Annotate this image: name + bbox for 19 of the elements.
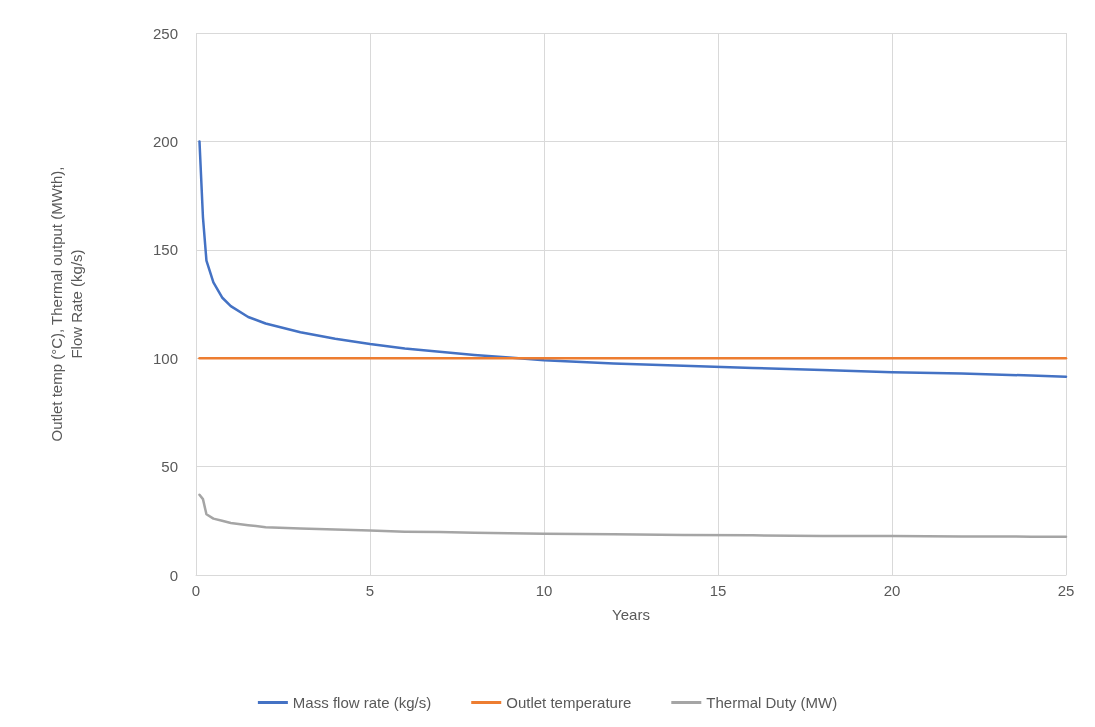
x-tick-label: 20 <box>883 582 901 599</box>
legend-label: Thermal Duty (MW) <box>706 694 838 711</box>
legend-label: Outlet temperature <box>506 694 632 711</box>
x-tick-label: 25 <box>1057 582 1075 599</box>
y-tick-label: 200 <box>152 132 178 150</box>
x-tick-label: 0 <box>191 582 201 599</box>
y-tick-label: 150 <box>152 241 178 259</box>
y-tick-label: 250 <box>152 24 178 42</box>
y-tick-label: 0 <box>169 566 178 584</box>
legend-label: Mass flow rate (kg/s) <box>292 694 432 711</box>
x-tick-label: 10 <box>535 582 553 599</box>
y-axis-title: Outlet temp (°C), Thermal output (MWth), Flow Rate (kg/s) <box>47 166 85 442</box>
y-tick-label: 100 <box>152 349 178 367</box>
line-series <box>198 140 1068 378</box>
x-tick-label: 15 <box>709 582 727 599</box>
x-axis-title: Years <box>612 606 650 623</box>
line-series <box>198 493 1068 538</box>
x-tick-label: 5 <box>365 582 375 599</box>
y-tick-label: 50 <box>161 458 178 476</box>
